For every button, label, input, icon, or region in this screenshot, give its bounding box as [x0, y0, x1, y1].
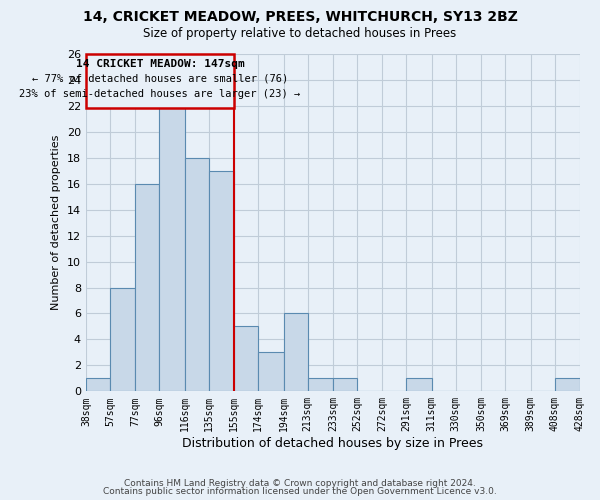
- Text: 14, CRICKET MEADOW, PREES, WHITCHURCH, SY13 2BZ: 14, CRICKET MEADOW, PREES, WHITCHURCH, S…: [83, 10, 517, 24]
- Text: ← 77% of detached houses are smaller (76): ← 77% of detached houses are smaller (76…: [32, 74, 288, 84]
- Text: Contains HM Land Registry data © Crown copyright and database right 2024.: Contains HM Land Registry data © Crown c…: [124, 478, 476, 488]
- Text: 14 CRICKET MEADOW: 147sqm: 14 CRICKET MEADOW: 147sqm: [76, 59, 244, 69]
- Bar: [86, 378, 110, 392]
- Bar: [160, 106, 185, 392]
- Bar: [234, 326, 258, 392]
- Text: Size of property relative to detached houses in Prees: Size of property relative to detached ho…: [143, 28, 457, 40]
- Bar: [284, 314, 308, 392]
- Bar: [135, 184, 160, 392]
- Bar: [209, 171, 234, 392]
- Bar: [110, 288, 135, 392]
- FancyBboxPatch shape: [86, 54, 234, 108]
- Y-axis label: Number of detached properties: Number of detached properties: [51, 135, 61, 310]
- Text: Contains public sector information licensed under the Open Government Licence v3: Contains public sector information licen…: [103, 487, 497, 496]
- Bar: [308, 378, 333, 392]
- Text: 23% of semi-detached houses are larger (23) →: 23% of semi-detached houses are larger (…: [19, 89, 301, 99]
- Bar: [554, 378, 580, 392]
- Bar: [258, 352, 284, 392]
- X-axis label: Distribution of detached houses by size in Prees: Distribution of detached houses by size …: [182, 437, 484, 450]
- Bar: [406, 378, 432, 392]
- Bar: [185, 158, 209, 392]
- Bar: [333, 378, 357, 392]
